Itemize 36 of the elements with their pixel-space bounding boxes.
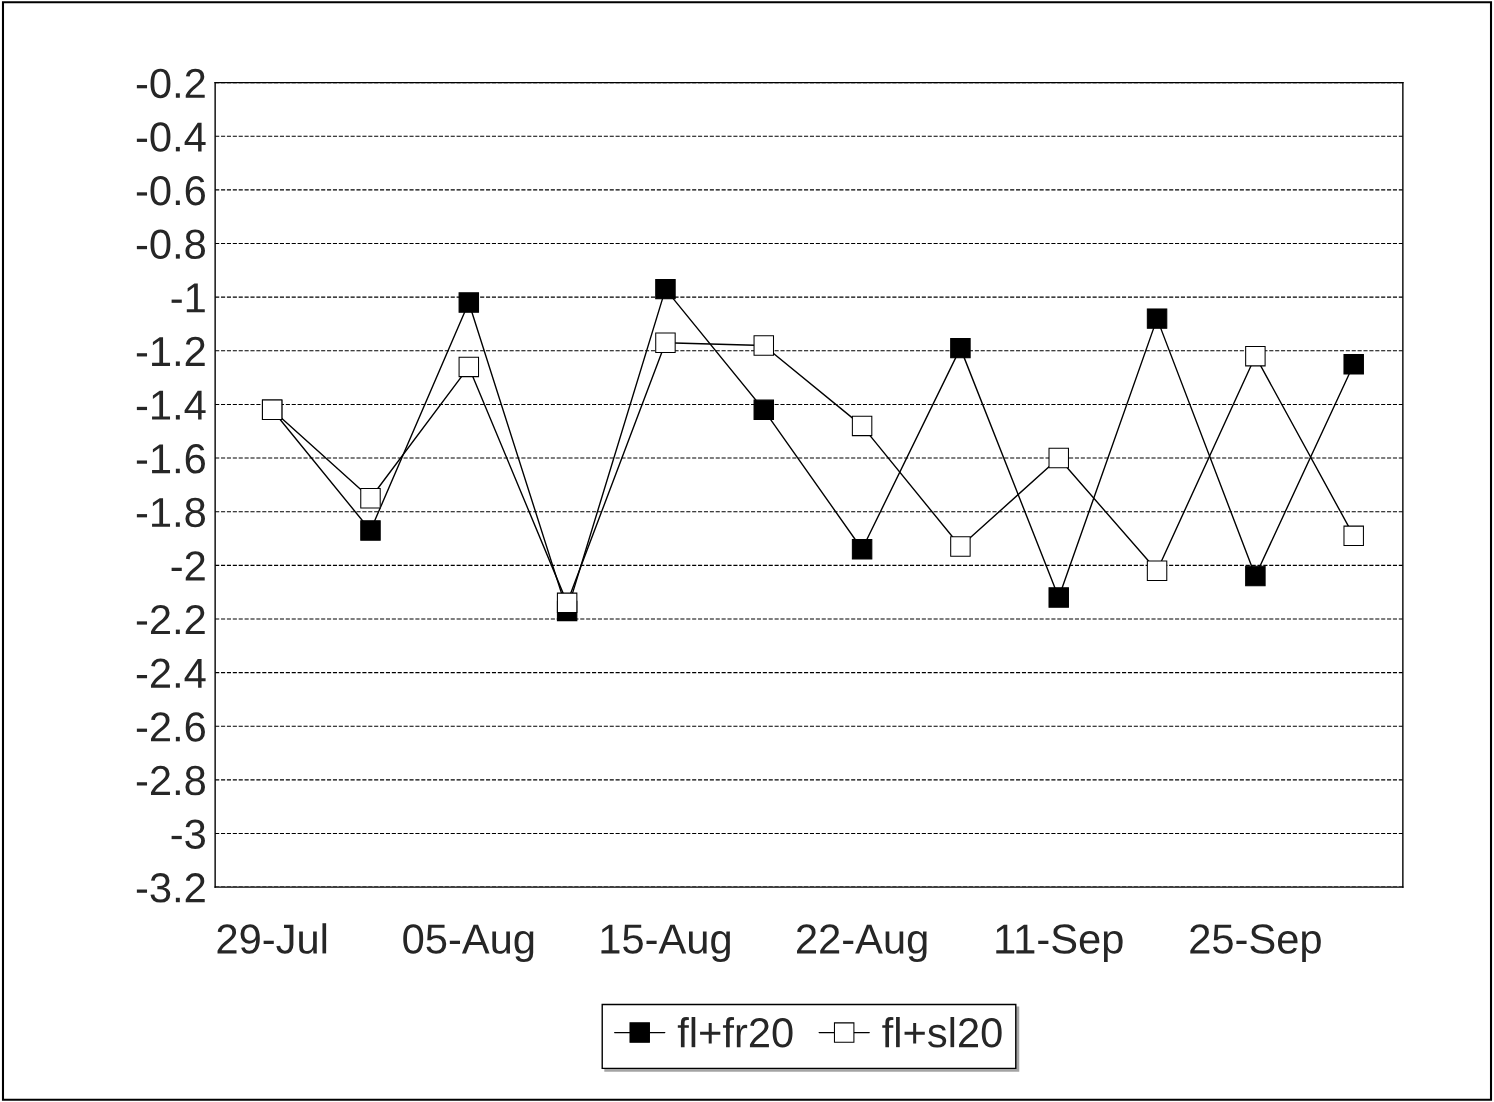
y-tick-label: -2.6 (136, 712, 205, 742)
y-tick-label: -0.8 (136, 229, 205, 260)
y-tick-label: -0.2 (136, 68, 205, 99)
point (950, 337, 971, 359)
point (753, 399, 775, 421)
y-tick-label: -2.4 (136, 658, 206, 688)
point (1146, 308, 1168, 329)
y-tick-label: -2 (171, 551, 205, 581)
y-tick-label: -2.8 (136, 765, 205, 796)
y-tick-label: -3 (171, 819, 205, 849)
y-tick-label: -1 (171, 283, 205, 313)
y-tick-label: -1.8 (136, 497, 205, 528)
point (851, 539, 873, 560)
y-tick-label: -1.2 (136, 336, 205, 366)
point (360, 520, 381, 541)
x-tick-label: 29-Jul (217, 923, 327, 954)
point (1048, 587, 1069, 608)
y-tick-label: -0.6 (136, 175, 205, 206)
point (458, 292, 480, 313)
x-tick-label: 11-Sep (996, 924, 1123, 963)
point (1343, 353, 1364, 375)
point (655, 278, 676, 300)
legend-label: fl+fr20 (677, 1016, 793, 1048)
x-tick-label: 25-Sep (1190, 924, 1321, 963)
point (1245, 565, 1266, 587)
point (1048, 447, 1069, 469)
x-tick-label: 05-Aug (403, 924, 534, 963)
x-tick-label: 15-Aug (601, 924, 730, 963)
y-tick-label: -1.6 (136, 444, 205, 474)
legend-label: fl+sl20 (882, 1016, 1002, 1048)
point (556, 592, 578, 614)
y-tick-label: -3.2 (136, 873, 205, 903)
x-tick-label: 22-Aug (797, 924, 927, 963)
y-tick-label: -2.2 (136, 604, 205, 635)
y-tick-label: -1.4 (136, 390, 206, 420)
y-tick-label: -0.4 (136, 122, 206, 152)
